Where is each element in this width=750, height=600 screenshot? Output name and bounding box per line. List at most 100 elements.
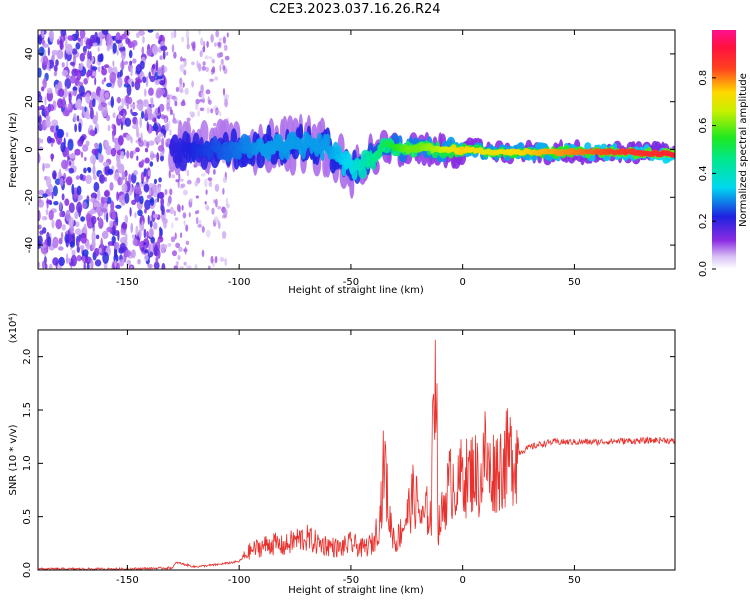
noise-speckle (79, 173, 84, 181)
noise-speckle (141, 46, 145, 55)
noise-speckle (175, 179, 180, 183)
y-tick-label: 1.5 (22, 402, 33, 418)
noise-speckle (42, 260, 45, 269)
noise-speckle (78, 122, 82, 133)
noise-speckle (147, 214, 150, 225)
noise-speckle (85, 92, 91, 104)
noise-speckle (53, 201, 59, 206)
x-tick-label: -100 (228, 575, 251, 586)
noise-speckle (200, 173, 206, 177)
noise-speckle (121, 200, 125, 206)
noise-speckle (92, 98, 96, 108)
noise-speckle (125, 176, 128, 185)
noise-speckle (48, 210, 54, 221)
noise-speckle (214, 76, 219, 81)
noise-speckle (103, 64, 110, 69)
noise-speckle (99, 174, 105, 184)
noise-speckle (147, 30, 154, 33)
noise-speckle (152, 64, 156, 70)
noise-speckle (38, 209, 41, 222)
noise-speckle (143, 228, 147, 239)
noise-speckle (222, 36, 226, 44)
noise-speckle (65, 176, 73, 186)
noise-speckle (38, 35, 42, 45)
noise-speckle (198, 220, 202, 225)
noise-speckle (102, 252, 109, 264)
noise-speckle (66, 253, 69, 265)
noise-speckle (120, 121, 123, 131)
noise-speckle (205, 66, 209, 73)
noise-speckle (148, 186, 151, 198)
noise-speckle (114, 259, 117, 269)
noise-speckle (143, 100, 149, 108)
noise-speckle (99, 217, 102, 226)
noise-speckle (120, 60, 125, 70)
noise-speckle (171, 44, 175, 53)
noise-speckle (196, 60, 199, 68)
noise-speckle (107, 168, 114, 175)
noise-speckle (167, 243, 172, 247)
noise-speckle (186, 36, 189, 45)
noise-speckle (181, 204, 184, 211)
noise-speckle (94, 142, 99, 149)
noise-speckle (214, 184, 220, 192)
noise-speckle (94, 127, 97, 135)
noise-speckle (61, 224, 66, 231)
noise-speckle (91, 71, 97, 77)
noise-speckle (157, 106, 160, 114)
ridge-mark (298, 123, 304, 142)
noise-speckle (60, 232, 64, 240)
noise-speckle (202, 61, 206, 66)
noise-speckle (128, 50, 133, 59)
noise-speckle (139, 60, 145, 70)
y-tick-label: 0 (24, 146, 35, 152)
noise-speckle (169, 206, 174, 215)
noise-speckle (144, 147, 149, 153)
noise-speckle (221, 231, 227, 239)
noise-speckle (217, 41, 222, 47)
noise-speckle (160, 197, 165, 207)
noise-speckle (146, 231, 149, 239)
noise-speckle (173, 96, 178, 103)
noise-speckle (146, 194, 152, 199)
noise-speckle (110, 96, 115, 108)
noise-speckle (83, 261, 86, 269)
noise-speckle (93, 181, 100, 193)
noise-speckle (70, 240, 75, 248)
noise-speckle (177, 254, 181, 261)
noise-speckle (47, 236, 52, 247)
noise-speckle (91, 148, 99, 155)
noise-speckle (101, 67, 108, 76)
snr-panel: -150 -100 -50 0 50 0.0 0.5 1.0 1.5 2.0 Height of… (8, 313, 676, 596)
spectrogram-y-axis: -40 -20 0 20 40 (24, 48, 675, 253)
noise-speckle (116, 262, 120, 269)
noise-speckle (143, 183, 150, 193)
noise-speckle (162, 50, 166, 60)
noise-speckle (170, 236, 176, 243)
noise-speckle (65, 209, 71, 222)
noise-speckle (173, 210, 176, 217)
x-tick-label: 50 (568, 277, 581, 288)
noise-speckle (140, 171, 145, 182)
noise-speckle (67, 139, 74, 151)
noise-speckle (53, 123, 56, 134)
noise-speckle (220, 258, 225, 262)
noise-speckle (195, 98, 200, 105)
noise-speckle (83, 223, 87, 236)
noise-speckle (215, 30, 220, 38)
noise-speckle (38, 46, 45, 57)
noise-speckle (155, 256, 159, 264)
noise-speckle (164, 117, 167, 124)
noise-speckle (67, 103, 71, 110)
noise-speckle (142, 76, 147, 83)
noise-speckle (152, 184, 157, 193)
x-tick-label: -100 (228, 277, 251, 288)
noise-speckle (184, 87, 189, 95)
noise-speckle (129, 150, 134, 159)
noise-speckle (109, 220, 114, 228)
noise-speckle (180, 232, 183, 239)
noise-speckle (85, 213, 92, 223)
noise-speckle (61, 62, 65, 68)
noise-speckle (104, 140, 109, 149)
noise-speckle (159, 55, 163, 60)
